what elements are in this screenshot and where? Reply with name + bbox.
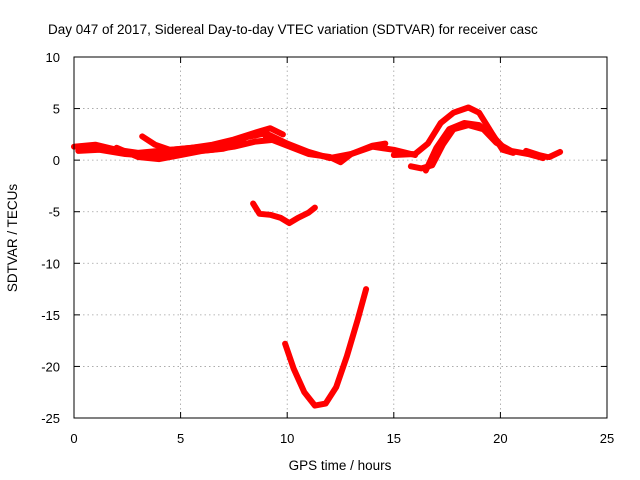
y-tick-label: 0 [53, 153, 60, 168]
y-tick-label: -25 [41, 411, 60, 426]
chart-title: Day 047 of 2017, Sidereal Day-to-day VTE… [48, 22, 538, 37]
x-tick-label: 15 [387, 431, 401, 446]
series-track-i [523, 147, 551, 160]
series-track-c [139, 125, 286, 153]
y-tick-label: -10 [41, 256, 60, 271]
series-layer [71, 104, 564, 409]
x-tick-label: 0 [70, 431, 77, 446]
series-track-e [262, 134, 389, 166]
y-tick-label: 10 [46, 50, 60, 65]
x-tick-label: 5 [177, 431, 184, 446]
series-track-j [546, 148, 564, 160]
series-track-l [282, 286, 370, 409]
y-axis-label: SDTVAR / TECUs [5, 184, 20, 293]
y-tick-label: -15 [41, 308, 60, 323]
y-tick-label: -20 [41, 359, 60, 374]
series-track-k [250, 200, 318, 227]
x-tick-label: 20 [493, 431, 507, 446]
x-tick-label: 25 [600, 431, 614, 446]
tick-layer: 0 5 10 15 20 25 -25 -20 -15 -10 -5 0 5 10 [41, 50, 614, 446]
y-tick-label: -5 [48, 205, 60, 220]
x-tick-label: 10 [280, 431, 294, 446]
plot-frame [73, 56, 608, 419]
series-track-d [113, 139, 248, 163]
series-track-h [422, 120, 510, 174]
x-axis-label: GPS time / hours [289, 458, 392, 473]
grid-layer [74, 57, 607, 418]
y-tick-label: 5 [53, 102, 60, 117]
